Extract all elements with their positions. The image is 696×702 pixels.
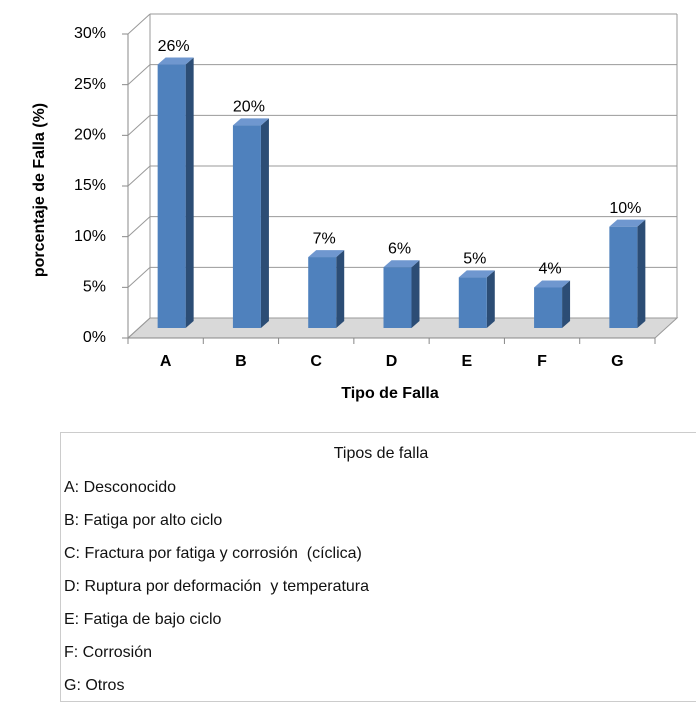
bar-top <box>534 280 571 288</box>
data-label: 7% <box>313 230 336 247</box>
bar <box>383 267 412 328</box>
y-axis-label: porcentaje de Falla (%) <box>31 103 48 277</box>
y-tick-label: 10% <box>74 228 106 245</box>
bar-top <box>232 118 269 126</box>
x-tick-label: A <box>160 353 172 370</box>
bar <box>458 277 487 328</box>
bar-side <box>336 250 345 328</box>
x-tick-label: E <box>461 353 472 370</box>
legend-item: G: Otros <box>64 677 125 694</box>
grid-line-side <box>127 266 151 288</box>
bar-side <box>486 270 495 328</box>
grid-line-side <box>127 13 151 35</box>
grid-line-side <box>127 64 151 86</box>
data-label: 10% <box>609 200 641 217</box>
bar-top <box>609 219 646 227</box>
bar-side <box>185 57 194 329</box>
x-tick-label: D <box>386 353 398 370</box>
legend-item: F: Corrosión <box>64 644 153 661</box>
legend-item: D: Ruptura por deformación y temperatura <box>64 578 370 595</box>
bar-top <box>308 250 345 258</box>
bar <box>534 287 563 328</box>
legend-item: A: Desconocido <box>64 479 177 496</box>
data-label: 26% <box>158 38 190 55</box>
legend-title: Tipos de falla <box>333 445 429 462</box>
x-tick-label: G <box>611 353 623 370</box>
grid-line-side <box>127 165 151 187</box>
x-axis-label: Tipo de Falla <box>341 385 439 402</box>
y-tick-label: 5% <box>83 279 106 296</box>
legend-item: B: Fatiga por alto ciclo <box>64 512 223 529</box>
grid-line-side <box>127 317 151 339</box>
bar <box>609 226 638 328</box>
x-tick-label: F <box>537 353 547 370</box>
bar-top <box>157 57 194 65</box>
y-tick-label: 20% <box>74 127 106 144</box>
grid-line-side <box>127 114 151 136</box>
bar-side <box>260 118 269 328</box>
y-tick-label: 15% <box>74 177 106 194</box>
x-tick-label: C <box>310 353 322 370</box>
y-tick-label: 25% <box>74 76 106 93</box>
chart: Tipo de Falla porcentaje de Falla (%) 0%… <box>31 13 679 402</box>
data-label: 5% <box>463 251 486 268</box>
bar-top <box>383 260 420 268</box>
x-tick-label: B <box>235 353 247 370</box>
grid-line-side <box>127 216 151 238</box>
legend-item: C: Fractura por fatiga y corrosión (cícl… <box>64 545 362 562</box>
bar-top <box>458 270 495 278</box>
data-label: 6% <box>388 240 411 257</box>
data-label: 4% <box>539 261 562 278</box>
y-tick-label: 30% <box>74 25 106 42</box>
legend-item: E: Fatiga de bajo ciclo <box>64 611 222 628</box>
bar <box>157 64 186 329</box>
bar <box>308 257 337 328</box>
bar-side <box>637 219 646 328</box>
bar-side <box>411 260 420 328</box>
y-tick-label: 0% <box>83 329 106 346</box>
data-label: 20% <box>233 99 265 116</box>
legend-box: Tipos de falla A: Desconocido B: Fatiga p… <box>60 432 696 702</box>
bar-side <box>562 280 571 328</box>
bar <box>232 125 261 328</box>
